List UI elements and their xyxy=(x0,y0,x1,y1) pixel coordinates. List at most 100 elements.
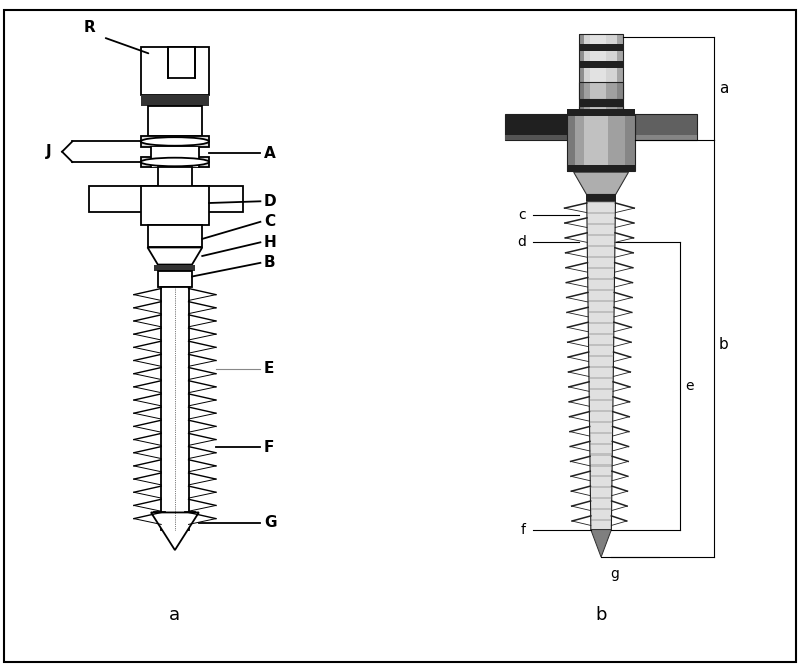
Text: G: G xyxy=(264,515,276,531)
Bar xyxy=(579,82,623,88)
Bar xyxy=(590,508,612,510)
Bar xyxy=(141,95,209,106)
Bar xyxy=(162,287,189,530)
Bar xyxy=(588,289,614,291)
Bar xyxy=(584,114,608,171)
Bar xyxy=(586,201,615,203)
Text: H: H xyxy=(264,235,277,250)
Bar xyxy=(567,114,575,171)
Bar xyxy=(587,223,615,225)
Text: d: d xyxy=(517,235,526,250)
Bar xyxy=(141,136,209,147)
Bar xyxy=(579,44,623,51)
Polygon shape xyxy=(574,172,629,195)
Bar xyxy=(579,82,623,99)
Bar xyxy=(579,106,584,116)
Bar xyxy=(154,264,195,272)
Text: g: g xyxy=(610,567,619,581)
Bar xyxy=(579,82,623,99)
Bar xyxy=(567,165,635,172)
Bar xyxy=(590,497,612,500)
Bar xyxy=(617,82,623,99)
Bar xyxy=(587,212,615,214)
Bar xyxy=(588,311,614,313)
Bar xyxy=(587,256,614,258)
Bar xyxy=(589,366,614,368)
Text: D: D xyxy=(264,194,277,209)
Bar xyxy=(588,333,614,335)
Bar xyxy=(635,134,697,140)
Bar xyxy=(579,106,623,116)
Bar xyxy=(141,186,209,225)
Text: F: F xyxy=(264,440,274,455)
Text: a: a xyxy=(719,81,729,96)
Bar xyxy=(588,278,614,280)
Bar xyxy=(579,82,584,99)
Text: a: a xyxy=(170,606,181,624)
Bar xyxy=(141,157,209,167)
Bar xyxy=(151,147,199,167)
Bar xyxy=(147,106,202,136)
Bar xyxy=(617,33,623,116)
Ellipse shape xyxy=(141,158,209,166)
Bar xyxy=(590,476,612,478)
Bar xyxy=(147,225,202,248)
Bar xyxy=(141,47,209,95)
Polygon shape xyxy=(586,201,615,530)
Bar xyxy=(589,377,614,379)
Bar xyxy=(587,245,615,248)
Text: A: A xyxy=(264,146,275,161)
Polygon shape xyxy=(147,248,202,264)
Bar xyxy=(590,519,611,521)
Text: b: b xyxy=(719,337,729,353)
Bar xyxy=(90,186,158,211)
Bar xyxy=(567,114,635,171)
Bar xyxy=(590,454,612,456)
Polygon shape xyxy=(151,512,199,550)
Bar xyxy=(579,106,623,116)
Polygon shape xyxy=(591,530,611,557)
Bar xyxy=(588,300,614,302)
Text: f: f xyxy=(521,522,526,537)
Bar xyxy=(158,272,192,287)
Bar xyxy=(625,114,635,171)
Text: R: R xyxy=(83,21,95,35)
Text: E: E xyxy=(264,361,274,377)
Text: c: c xyxy=(518,208,526,222)
Bar xyxy=(617,106,623,116)
Bar xyxy=(590,432,613,434)
Bar xyxy=(579,33,623,116)
Bar xyxy=(567,109,635,116)
Bar xyxy=(158,167,192,187)
Bar xyxy=(506,134,567,140)
Text: B: B xyxy=(264,256,275,270)
Bar xyxy=(588,322,614,324)
Polygon shape xyxy=(586,201,615,530)
Bar xyxy=(589,344,614,346)
Bar xyxy=(579,33,584,116)
Bar xyxy=(567,114,635,171)
Bar xyxy=(168,47,195,78)
Bar xyxy=(590,106,606,116)
Bar xyxy=(590,409,613,411)
Bar xyxy=(590,464,612,466)
Text: b: b xyxy=(595,606,607,624)
Ellipse shape xyxy=(141,137,209,146)
Polygon shape xyxy=(574,172,629,195)
Bar xyxy=(590,421,613,423)
Bar xyxy=(589,355,614,357)
Bar xyxy=(590,82,606,99)
Bar xyxy=(192,186,243,211)
Bar xyxy=(635,114,697,140)
Bar xyxy=(586,194,617,201)
Bar xyxy=(579,99,623,106)
Bar xyxy=(579,61,623,68)
Bar xyxy=(590,33,606,116)
Polygon shape xyxy=(591,530,611,557)
Bar xyxy=(589,388,613,390)
Bar xyxy=(590,399,613,401)
Bar xyxy=(579,33,623,116)
Bar xyxy=(587,267,614,269)
Text: J: J xyxy=(46,145,51,159)
Bar xyxy=(590,442,613,445)
